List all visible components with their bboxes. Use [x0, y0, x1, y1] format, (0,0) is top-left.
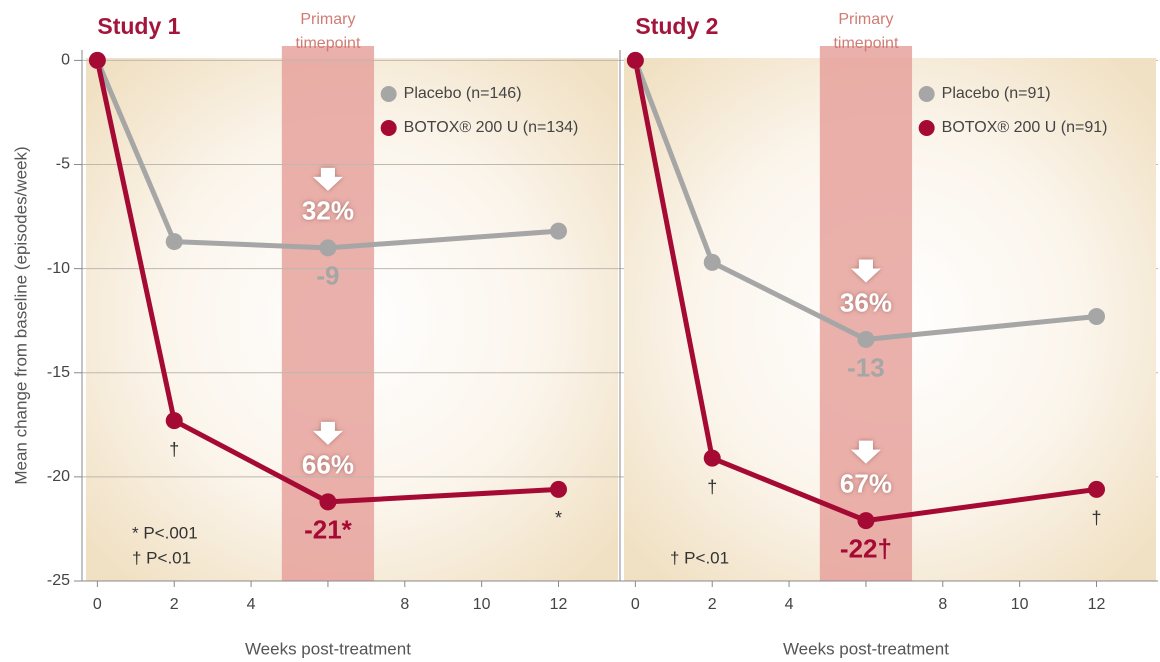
highlight-label: timepoint [295, 35, 360, 52]
highlight-label: timepoint [833, 35, 898, 52]
highlight-band [281, 46, 375, 581]
data-point [550, 222, 568, 240]
x-axis-label: Weeks post-treatment [783, 639, 949, 658]
chart-title: Study 1 [97, 13, 180, 39]
x-tick-label: 6 [323, 596, 332, 613]
legend-swatch [380, 120, 397, 136]
series-line [94, 59, 559, 505]
x-tick-label: 8 [400, 596, 409, 613]
legend-label: BOTOX® 200 U (n=134) [404, 119, 579, 136]
legend-swatch [918, 86, 935, 102]
significance-marker: * [555, 508, 562, 528]
y-tick-label: -20 [47, 468, 70, 485]
legend-label: Placebo (n=91) [942, 85, 1051, 102]
data-point [550, 480, 568, 498]
highlight-label: Primary [300, 11, 355, 28]
reduction-label: 67% [840, 468, 892, 498]
significance-marker: † [1092, 508, 1102, 528]
data-point [165, 412, 183, 430]
data-point [703, 449, 721, 467]
data-point [857, 512, 875, 530]
series-line [632, 59, 1097, 524]
y-tick-label: 0 [61, 52, 70, 69]
legend-swatch [380, 86, 397, 102]
data-point [1088, 308, 1106, 326]
data-point [703, 253, 721, 271]
reduction-arrow [850, 440, 881, 464]
reduction-arrow [312, 167, 343, 191]
x-tick-label: 2 [170, 596, 179, 613]
legend-swatch [918, 120, 935, 136]
x-tick-label: 0 [631, 596, 640, 613]
highlight-band [819, 46, 913, 581]
reduction-label: 32% [302, 196, 354, 226]
y-tick-label: -10 [47, 260, 70, 277]
x-tick-label: 10 [473, 596, 491, 613]
reduction-arrow [312, 421, 343, 445]
data-point [88, 51, 106, 69]
data-point [319, 493, 337, 511]
data-point [319, 239, 337, 257]
data-point [626, 51, 644, 69]
legend-label: BOTOX® 200 U (n=91) [942, 119, 1108, 136]
y-axis-label: Mean change from baseline (episodes/week… [11, 146, 30, 484]
y-tick-label: -15 [47, 364, 70, 381]
footnote: † P<.01 [670, 548, 729, 567]
x-tick-label: 10 [1011, 596, 1029, 613]
footnote: * P<.001 [132, 523, 198, 542]
x-tick-label: 6 [861, 596, 870, 613]
y-tick-label: -5 [56, 156, 70, 173]
data-point [165, 233, 183, 251]
chart-title: Study 2 [635, 13, 718, 39]
legend-label: Placebo (n=146) [404, 85, 522, 102]
highlight-label: Primary [838, 11, 893, 28]
reduction-label: 36% [840, 287, 892, 317]
x-tick-label: 4 [247, 596, 256, 613]
data-point [857, 330, 875, 348]
reduction-label: 66% [302, 450, 354, 480]
x-tick-label: 12 [550, 596, 568, 613]
value-label: -13 [847, 352, 885, 382]
reduction-arrow [850, 259, 881, 283]
footnote: † P<.01 [132, 548, 191, 567]
value-label: -21* [304, 515, 353, 545]
x-tick-label: 4 [785, 596, 794, 613]
value-label: -22† [840, 533, 892, 563]
data-point [1088, 480, 1106, 498]
series-line [633, 59, 1097, 342]
series-line [95, 59, 559, 251]
y-tick-label: -25 [47, 572, 70, 589]
x-axis-label: Weeks post-treatment [245, 639, 411, 658]
significance-marker: † [707, 477, 717, 497]
x-tick-label: 0 [93, 596, 102, 613]
significance-marker: † [169, 439, 179, 459]
x-tick-label: 8 [938, 596, 947, 613]
x-tick-label: 2 [708, 596, 717, 613]
x-tick-label: 12 [1088, 596, 1106, 613]
value-label: -9 [316, 261, 339, 291]
